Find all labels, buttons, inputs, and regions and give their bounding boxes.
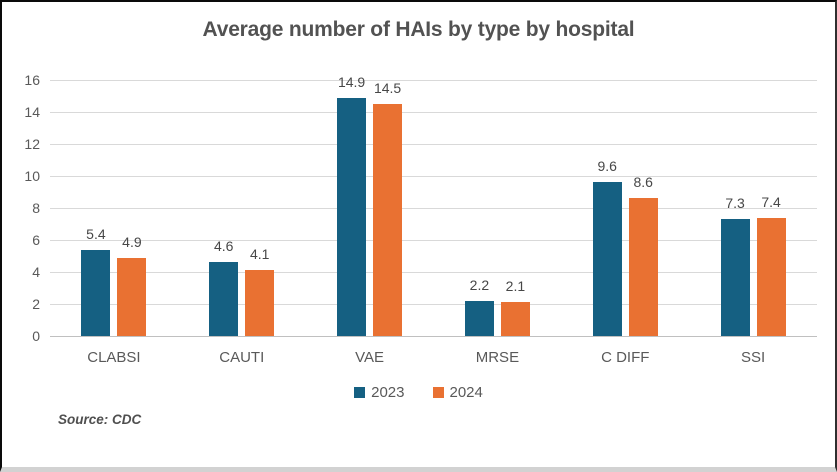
y-tick-8: 8 (32, 200, 40, 216)
x-axis-label-C DIFF: C DIFF (601, 349, 650, 366)
bar-2024-CLABSI: 4.9 (117, 234, 147, 336)
bar-2024-SSI: 7.4 (756, 194, 786, 336)
data-label-2024-C DIFF: 8.6 (633, 174, 653, 191)
y-tick-4: 4 (32, 264, 40, 280)
y-tick-16: 16 (24, 72, 40, 88)
gridline-6 (50, 239, 817, 241)
legend-label-2023: 2023 (371, 384, 405, 401)
data-label-2023-MRSE: 2.2 (469, 276, 490, 293)
bar-pair-CLABSI: 5.4 4.9 (50, 80, 178, 336)
bar-pair-C DIFF: 9.6 8.6 (561, 80, 689, 336)
bar-pair-VAE: 14.9 14.5 (306, 74, 434, 336)
gridline-14 (50, 111, 817, 113)
category-group-CAUTI: 4.6 4.1 CAUTI (178, 80, 306, 366)
bar-2024-C DIFF: 8.6 (628, 174, 658, 336)
data-label-2024-VAE: 14.5 (373, 80, 402, 96)
data-label-2024-CAUTI: 4.1 (250, 246, 270, 263)
y-tick-6: 6 (32, 232, 40, 248)
legend-item-2023: 2023 (354, 384, 405, 401)
gridline-10 (50, 175, 817, 177)
y-tick-12: 12 (24, 136, 40, 152)
legend: 2023 2024 (2, 384, 835, 401)
y-tick-14: 14 (24, 104, 40, 120)
data-label-2024-MRSE: 2.1 (505, 278, 526, 295)
gridline-4 (50, 271, 817, 273)
x-axis-label-CLABSI: CLABSI (87, 349, 141, 366)
category-group-SSI: 7.3 7.4 SSI (689, 80, 817, 366)
gridline-12 (50, 143, 817, 145)
data-label-2024-SSI: 7.4 (761, 193, 781, 210)
x-axis-label-CAUTI: CAUTI (219, 349, 265, 366)
bar-2023-VAE: 14.9 (337, 74, 367, 336)
bar-2024-MRSE: 2.1 (500, 278, 530, 336)
bar-2023-MRSE: 2.2 (464, 277, 494, 336)
chart-title: Average number of HAIs by type by hospit… (202, 18, 635, 41)
gridline-8 (50, 207, 817, 209)
x-axis-label-MRSE: MRSE (475, 349, 520, 366)
data-label-2023-CAUTI: 4.6 (214, 238, 234, 255)
data-label-2024-CLABSI: 4.9 (122, 233, 142, 250)
category-group-VAE: 14.9 14.5 VAE (306, 74, 434, 366)
y-tick-2: 2 (32, 296, 40, 312)
category-group-C DIFF: 9.6 8.6 C DIFF (561, 80, 689, 366)
category-group-MRSE: 2.2 2.1 MRSE (434, 80, 562, 366)
data-label-2023-CLABSI: 5.4 (86, 225, 106, 242)
legend-label-2024: 2024 (449, 384, 483, 401)
y-tick-0: 0 (32, 328, 40, 344)
bar-2023-CLABSI: 5.4 (81, 226, 111, 336)
legend-swatch-2023 (354, 387, 366, 398)
bar-2024-VAE: 14.5 (373, 80, 403, 336)
bar-pair-SSI: 7.3 7.4 (689, 80, 817, 336)
x-axis-label-SSI: SSI (740, 349, 766, 366)
legend-swatch-2024 (432, 387, 444, 398)
bar-pair-MRSE: 2.2 2.1 (434, 80, 562, 336)
data-label-2023-SSI: 7.3 (725, 195, 745, 212)
bar-2023-SSI: 7.3 (720, 195, 750, 336)
x-axis-label-VAE: VAE (355, 349, 385, 366)
bar-2024-CAUTI: 4.1 (245, 246, 275, 336)
y-tick-10: 10 (24, 168, 40, 184)
data-label-2023-VAE: 14.9 (337, 73, 366, 90)
y-axis: 0 2 4 6 8 10 12 14 16 (2, 72, 40, 344)
plot-area: 5.4 4.9 CLABSI 4.6 4.1 CAUTI 14.9 14.5 VAE 2.2 2.1… (50, 74, 817, 366)
legend-item-2024: 2024 (432, 384, 483, 401)
bar-2023-C DIFF: 9.6 (592, 158, 622, 336)
bar-2023-CAUTI: 4.6 (209, 238, 239, 336)
data-label-2023-C DIFF: 9.6 (597, 158, 617, 175)
bar-pair-CAUTI: 4.6 4.1 (178, 80, 306, 336)
category-group-CLABSI: 5.4 4.9 CLABSI (50, 80, 178, 366)
source-note: Source: CDC (58, 412, 142, 427)
gridline-16 (50, 79, 817, 81)
gridline-2 (50, 303, 817, 305)
